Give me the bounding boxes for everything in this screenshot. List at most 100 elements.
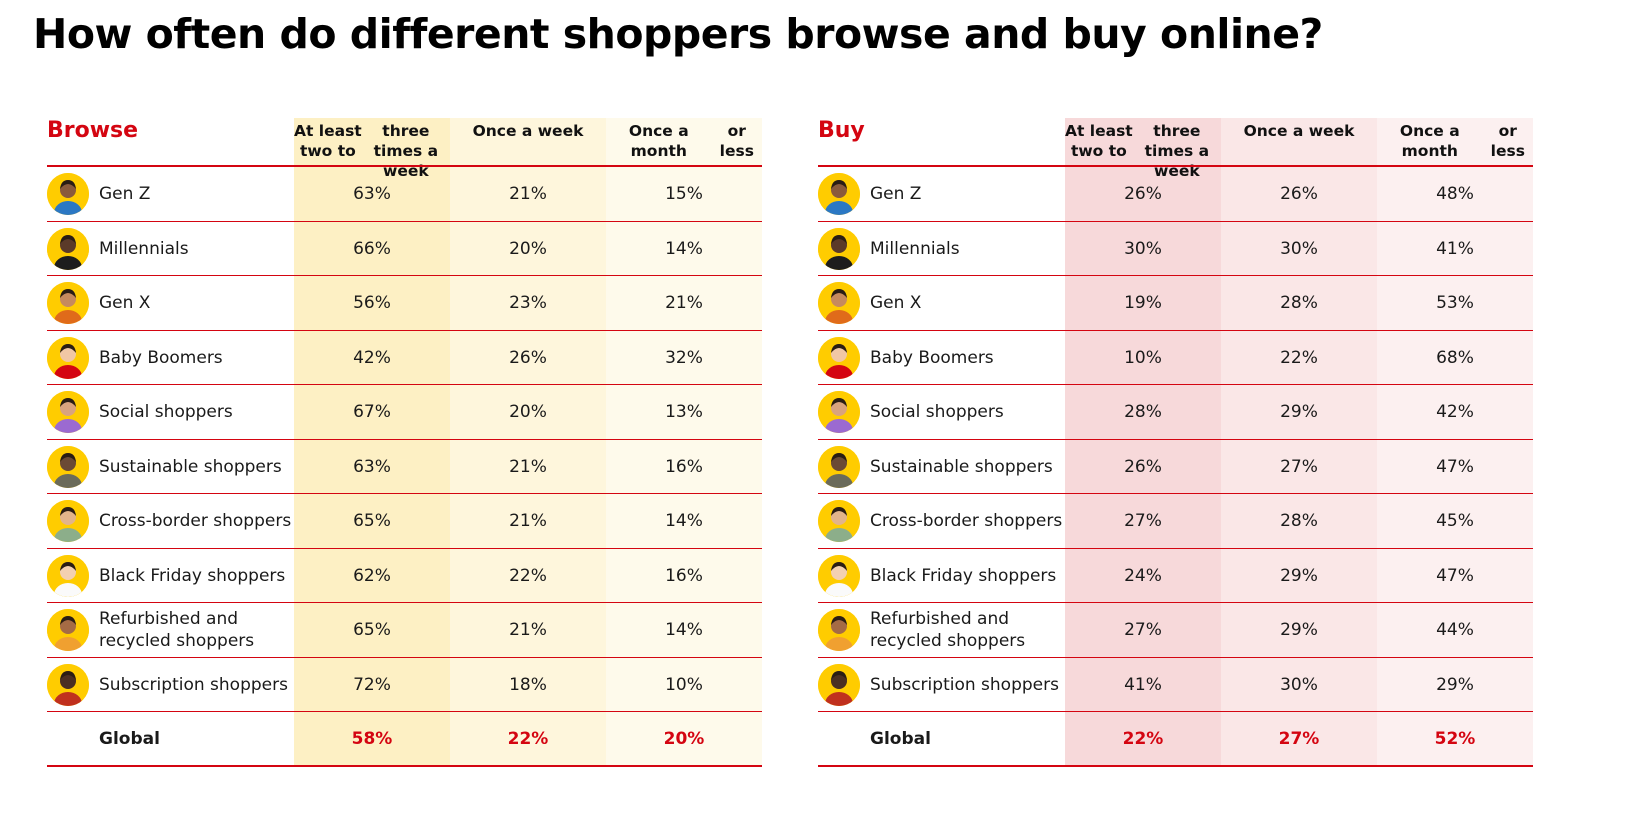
value-cell: 22% <box>507 729 549 749</box>
black-friday-shoppers-avatar-icon <box>47 554 89 597</box>
value-cell: 15% <box>665 184 703 204</box>
row-divider <box>47 438 762 440</box>
segment-label: Gen Z <box>99 184 151 204</box>
column-header-line: At least two to <box>294 122 362 160</box>
value-cell: 22% <box>509 565 547 586</box>
gen-z-avatar-icon <box>818 173 860 215</box>
value-cell: 41% <box>1436 238 1474 259</box>
baby-boomers-avatar-icon <box>818 336 860 379</box>
buy-column-header: Once a week <box>1221 118 1377 167</box>
browse-column-1-background <box>294 118 450 767</box>
segment-label: Gen X <box>870 293 922 313</box>
segment-label: Refurbished and recycled shoppers <box>870 609 1026 651</box>
column-header-line: or less <box>719 122 754 160</box>
segment-label: Social shoppers <box>870 402 1004 422</box>
value-cell: 30% <box>1124 238 1162 259</box>
subscription-shoppers-avatar-icon <box>47 663 89 706</box>
segment-label: Baby Boomers <box>870 347 994 368</box>
gen-x-avatar-icon <box>47 282 89 324</box>
segment-label: Global <box>870 729 931 749</box>
value-cell: 63% <box>353 456 391 477</box>
segment-label: Black Friday shoppers <box>870 565 1057 586</box>
value-cell: 26% <box>1280 184 1318 204</box>
value-cell: 27% <box>1280 456 1318 477</box>
value-cell: 27% <box>1124 620 1162 640</box>
value-cell: 10% <box>1124 347 1162 368</box>
value-cell: 18% <box>509 674 547 695</box>
row-divider <box>818 602 1533 603</box>
row-divider <box>818 329 1533 331</box>
segment-label: Sustainable shoppers <box>99 456 282 477</box>
value-cell: 27% <box>1278 729 1320 749</box>
value-cell: 28% <box>1280 293 1318 313</box>
gen-z-avatar-icon <box>47 173 89 215</box>
value-cell: 16% <box>665 456 703 477</box>
refurbished-shoppers-avatar-icon <box>47 609 89 651</box>
browse-column-3-background <box>606 118 762 767</box>
value-cell: 20% <box>663 729 705 749</box>
browse-column-2-background <box>450 118 606 767</box>
value-cell: 45% <box>1436 511 1474 531</box>
segment-label: Millennials <box>99 238 189 259</box>
millennials-avatar-icon <box>818 227 860 270</box>
row-divider <box>818 656 1533 658</box>
value-cell: 47% <box>1436 456 1474 477</box>
sustainable-shoppers-avatar-icon <box>818 445 860 488</box>
value-cell: 47% <box>1436 565 1474 586</box>
row-divider <box>47 329 762 331</box>
segment-label: Millennials <box>870 238 960 259</box>
value-cell: 65% <box>353 620 391 640</box>
value-cell: 28% <box>1280 511 1318 531</box>
social-shoppers-avatar-icon <box>818 391 860 433</box>
value-cell: 41% <box>1124 674 1162 695</box>
buy-column-header: At least two to three times a week <box>1065 118 1221 180</box>
value-cell: 20% <box>509 238 547 259</box>
value-cell: 13% <box>665 402 703 422</box>
value-cell: 29% <box>1436 674 1474 695</box>
segment-label: Global <box>99 729 160 749</box>
value-cell: 65% <box>353 511 391 531</box>
row-divider <box>818 711 1533 712</box>
value-cell: 20% <box>509 402 547 422</box>
segment-label: Subscription shoppers <box>870 674 1059 695</box>
browse-column-header: Once a week <box>450 118 606 167</box>
page-title: How often do different shoppers browse a… <box>33 10 1323 58</box>
value-cell: 67% <box>353 402 391 422</box>
value-cell: 42% <box>1436 402 1474 422</box>
cross-border-shoppers-avatar-icon <box>818 500 860 542</box>
buy-header-rule <box>818 165 1533 167</box>
row-divider <box>47 764 762 767</box>
value-cell: 29% <box>1280 565 1318 586</box>
value-cell: 27% <box>1124 511 1162 531</box>
row-divider <box>47 547 762 549</box>
column-header-line: Once a week <box>1243 122 1355 140</box>
row-divider <box>818 220 1533 222</box>
row-divider <box>47 656 762 658</box>
value-cell: 22% <box>1122 729 1164 749</box>
row-divider <box>47 220 762 222</box>
buy-column-header: Once a month or less <box>1377 118 1533 167</box>
segment-label: Black Friday shoppers <box>99 565 286 586</box>
segment-label: Subscription shoppers <box>99 674 288 695</box>
value-cell: 10% <box>665 674 703 695</box>
buy-label: Buy <box>818 118 865 143</box>
row-divider <box>47 493 762 494</box>
segment-label: Cross-border shoppers <box>99 511 292 531</box>
value-cell: 21% <box>509 620 547 640</box>
value-cell: 22% <box>1280 347 1318 368</box>
value-cell: 32% <box>665 347 703 368</box>
social-shoppers-avatar-icon <box>47 391 89 433</box>
buy-column-2-background <box>1221 118 1377 767</box>
subscription-shoppers-avatar-icon <box>818 663 860 706</box>
black-friday-shoppers-avatar-icon <box>818 554 860 597</box>
value-cell: 42% <box>353 347 391 368</box>
value-cell: 14% <box>665 511 703 531</box>
value-cell: 63% <box>353 184 391 204</box>
value-cell: 16% <box>665 565 703 586</box>
segment-label: Sustainable shoppers <box>870 456 1053 477</box>
value-cell: 29% <box>1280 620 1318 640</box>
value-cell: 72% <box>353 674 391 695</box>
row-divider <box>818 384 1533 385</box>
value-cell: 66% <box>353 238 391 259</box>
row-divider <box>818 275 1533 276</box>
